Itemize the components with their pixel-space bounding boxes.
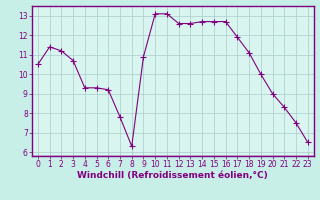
X-axis label: Windchill (Refroidissement éolien,°C): Windchill (Refroidissement éolien,°C) xyxy=(77,171,268,180)
